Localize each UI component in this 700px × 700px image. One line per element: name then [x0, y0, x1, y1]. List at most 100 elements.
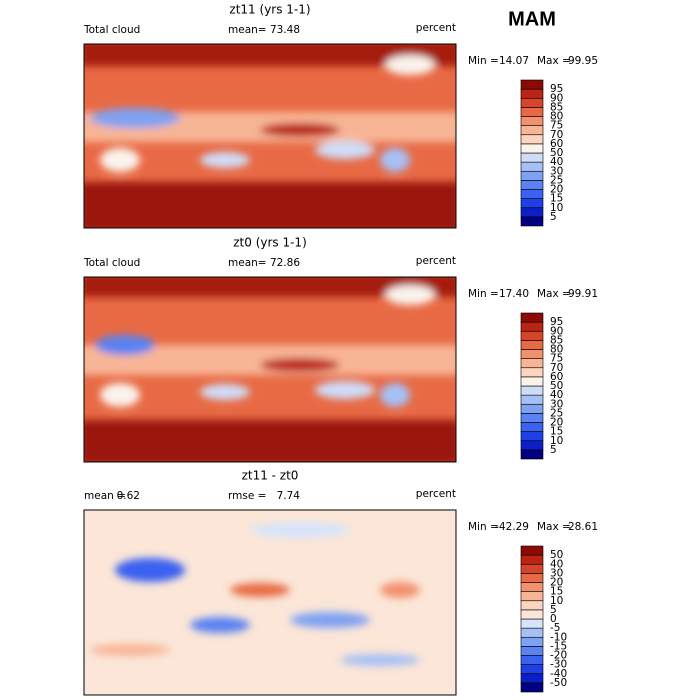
min-value: 14.07: [499, 55, 529, 67]
colorbar-label: 15: [550, 426, 563, 438]
colorbar-label: 40: [550, 558, 563, 570]
colorbar-box: [520, 79, 544, 90]
units: percent: [416, 22, 456, 34]
colorbar-label: 60: [550, 371, 563, 383]
colorbar-box: [520, 180, 544, 190]
map-field: [84, 44, 456, 228]
colorbar-box: [520, 143, 544, 154]
colorbar-box: [520, 125, 544, 136]
colorbar-box: [520, 330, 544, 341]
units: percent: [416, 488, 456, 500]
colorbar-label: 85: [550, 334, 563, 346]
colorbar-label: 25: [550, 407, 563, 419]
map-frame: [83, 43, 457, 229]
units: percent: [416, 255, 456, 267]
colorbar-box: [520, 403, 544, 414]
colorbar-label: -20: [550, 650, 567, 662]
colorbar-box: [520, 134, 544, 145]
colorbar-label: 75: [550, 120, 563, 132]
colorbar-label: 40: [550, 389, 563, 401]
colorbar-box: [520, 554, 544, 565]
colorbar-box: [520, 636, 544, 647]
max-label: Max =: [537, 288, 571, 300]
colorbar-box: [520, 312, 544, 323]
colorbar-label: 50: [550, 147, 563, 159]
min-label: Min =: [468, 521, 499, 533]
colorbar-box: [520, 349, 544, 359]
colorbar-box: [520, 545, 544, 556]
colorbar-label: 5: [550, 444, 557, 456]
colorbar-box: [520, 321, 544, 332]
colorbar-box: [520, 582, 544, 592]
stat-label: mean=: [228, 24, 267, 36]
stat-value: 7.74: [277, 490, 301, 502]
colorbar-label: 60: [550, 138, 563, 150]
colorbar-box: [520, 664, 544, 675]
stat-value: 73.48: [270, 24, 300, 36]
colorbar-box: [520, 367, 544, 378]
max-value: 28.61: [568, 521, 598, 533]
colorbar-label: 5: [550, 211, 557, 223]
colorbar-label: 75: [550, 353, 563, 365]
map-frame: [83, 509, 457, 696]
max-label: Max =: [537, 521, 571, 533]
colorbar-box: [520, 385, 544, 396]
left-label: Total cloud: [83, 257, 140, 269]
colorbar-box: [520, 216, 544, 227]
colorbar-box: [520, 207, 544, 218]
colorbar-label: 15: [550, 193, 563, 205]
colorbar-box: [520, 394, 544, 405]
colorbar-box: [520, 591, 544, 602]
colorbar-label: 90: [550, 92, 563, 104]
colorbar-box: [520, 449, 544, 460]
panel-title: zt11 - zt0: [242, 469, 299, 483]
colorbar-box: [520, 198, 544, 209]
colorbar-label: 70: [550, 362, 563, 374]
colorbar-label: 80: [550, 344, 563, 356]
colorbar-label: 95: [550, 83, 563, 95]
colorbar-label: 10: [550, 202, 563, 214]
colorbar-label: 95: [550, 316, 563, 328]
colorbar-box: [520, 431, 544, 442]
colorbar-label: 50: [550, 549, 563, 561]
stat-value: 72.86: [270, 257, 300, 269]
min-label: Min =: [468, 288, 499, 300]
colorbar-box: [520, 609, 544, 620]
stat-label: mean =: [84, 490, 126, 502]
colorbar-label: -5: [550, 622, 560, 634]
colorbar-box: [520, 413, 544, 423]
colorbar-label: -10: [550, 631, 567, 643]
min-label: Min =: [468, 55, 499, 67]
colorbar-label: 80: [550, 111, 563, 123]
colorbar-box: [520, 376, 544, 387]
colorbar-label: 90: [550, 325, 563, 337]
colorbar-label: 20: [550, 184, 563, 196]
min-value: -42.29: [495, 521, 529, 533]
map-frame: [83, 276, 457, 463]
colorbar-box: [520, 563, 544, 574]
max-value: 99.95: [568, 55, 598, 67]
colorbar-label: 40: [550, 156, 563, 168]
stat-label: mean=: [228, 257, 267, 269]
colorbar-label: 10: [550, 435, 563, 447]
colorbar-box: [520, 618, 544, 629]
colorbar-box: [520, 627, 544, 638]
colorbar-label: -15: [550, 640, 567, 652]
colorbar-box: [520, 107, 544, 117]
colorbar-box: [520, 170, 544, 181]
colorbar-label: 25: [550, 174, 563, 186]
colorbar-label: 30: [550, 398, 563, 410]
colorbar-label: 0: [550, 613, 557, 625]
colorbar-label: 10: [550, 595, 563, 607]
colorbar-box: [520, 673, 544, 684]
stat-label: rmse =: [228, 490, 266, 502]
colorbar-label: 20: [550, 577, 563, 589]
colorbar-box: [520, 88, 544, 99]
colorbar-box: [520, 161, 544, 172]
colorbar-label: 50: [550, 380, 563, 392]
colorbar-box: [520, 152, 544, 163]
season-title: MAM: [508, 8, 556, 30]
colorbar-box: [520, 358, 544, 369]
panel-title: zt11 (yrs 1-1): [229, 3, 310, 17]
